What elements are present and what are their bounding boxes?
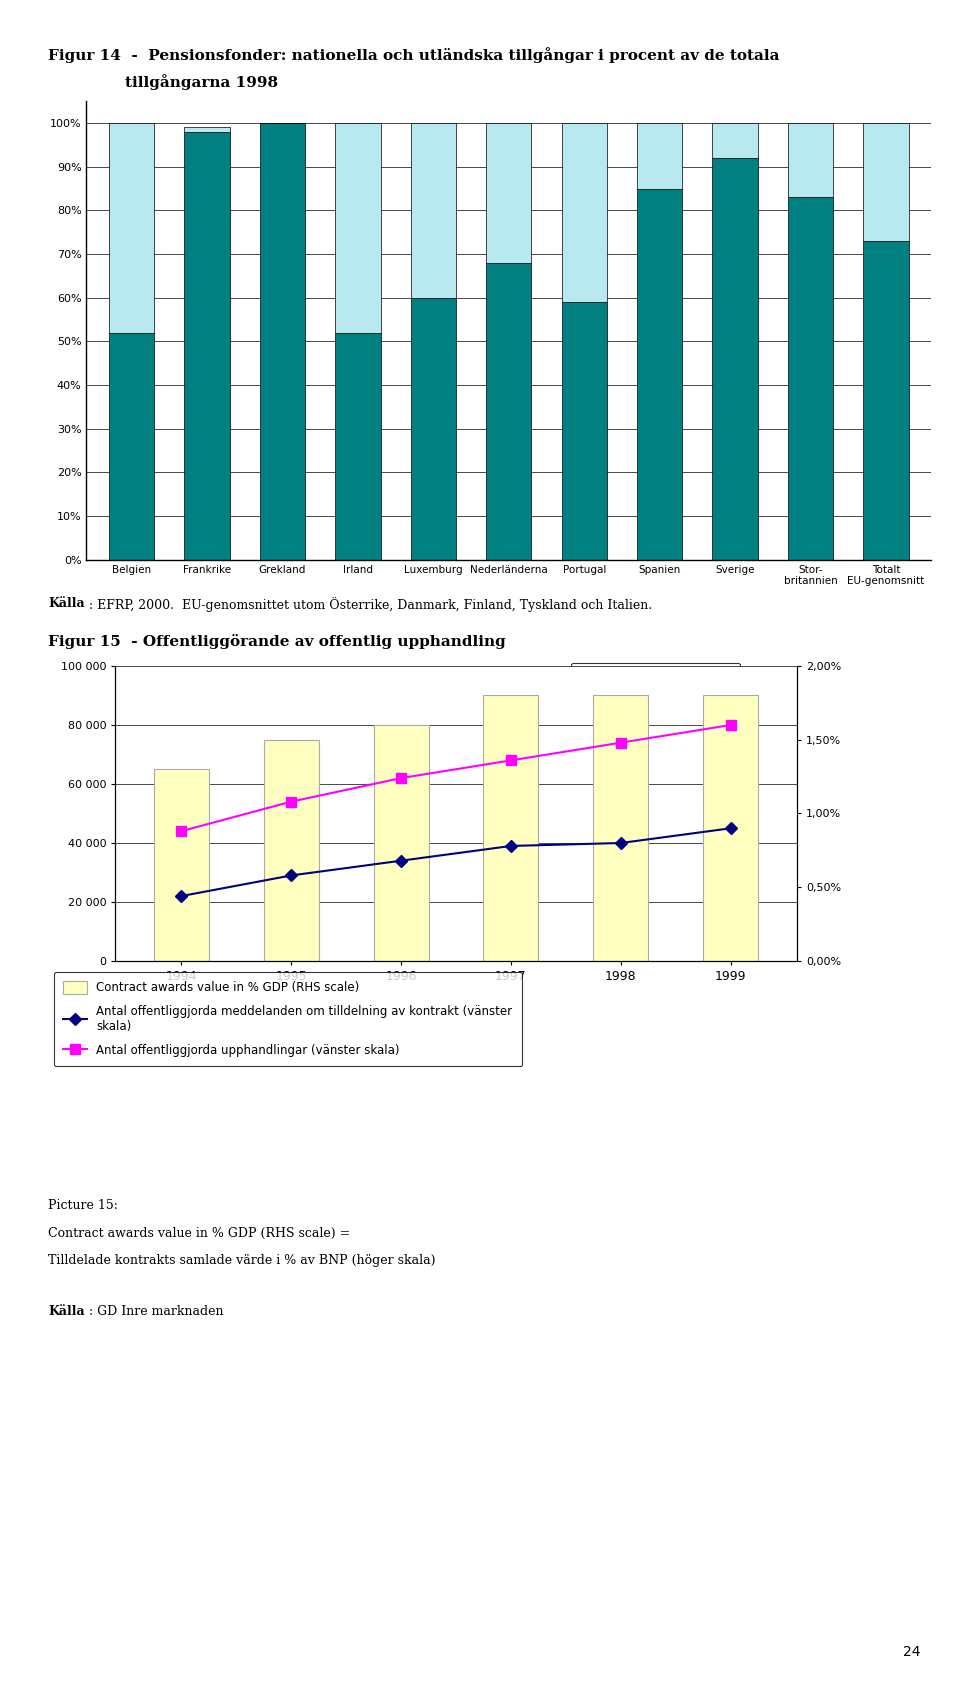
- Text: Källa: Källa: [48, 1305, 84, 1318]
- Bar: [637, 123, 683, 189]
- Bar: [264, 740, 319, 961]
- Bar: [411, 123, 456, 298]
- Text: Källa: Källa: [48, 597, 84, 610]
- Bar: [788, 197, 833, 560]
- Text: Figur 15  - Offentliggörande av offentlig upphandling: Figur 15 - Offentliggörande av offentlig…: [48, 634, 506, 649]
- Legend: nationella, utländska: nationella, utländska: [571, 663, 740, 683]
- Bar: [335, 123, 380, 332]
- Bar: [712, 123, 757, 158]
- Text: Picture 15:: Picture 15:: [48, 1199, 118, 1212]
- Bar: [109, 123, 155, 332]
- Bar: [411, 298, 456, 560]
- Text: Tilldelade kontrakts samlade värde i % av BNP (höger skala): Tilldelade kontrakts samlade värde i % a…: [48, 1254, 436, 1268]
- Bar: [486, 263, 532, 560]
- Bar: [486, 123, 532, 263]
- Bar: [373, 725, 428, 961]
- Text: : GD Inre marknaden: : GD Inre marknaden: [89, 1305, 224, 1318]
- Bar: [704, 695, 758, 961]
- Bar: [184, 132, 229, 560]
- Bar: [712, 158, 757, 560]
- Bar: [335, 332, 380, 560]
- Bar: [109, 332, 155, 560]
- Text: 24: 24: [903, 1646, 921, 1659]
- Text: Figur 14  -  Pensionsfonder: nationella och utländska tillgångar i procent av de: Figur 14 - Pensionsfonder: nationella oc…: [48, 47, 780, 62]
- Bar: [863, 123, 908, 241]
- Bar: [562, 302, 607, 560]
- Legend: Contract awards value in % GDP (RHS scale), Antal offentliggjorda meddelanden om: Contract awards value in % GDP (RHS scal…: [54, 973, 522, 1066]
- Text: tillgångarna 1998: tillgångarna 1998: [125, 74, 278, 89]
- Text: : EFRP, 2000.  EU-genomsnittet utom Österrike, Danmark, Finland, Tyskland och It: : EFRP, 2000. EU-genomsnittet utom Öster…: [89, 597, 653, 612]
- Bar: [562, 123, 607, 302]
- Bar: [788, 123, 833, 197]
- Bar: [863, 241, 908, 560]
- Text: Contract awards value in % GDP (RHS scale) =: Contract awards value in % GDP (RHS scal…: [48, 1227, 350, 1241]
- Bar: [154, 769, 208, 961]
- Bar: [184, 128, 229, 132]
- Bar: [260, 123, 305, 560]
- Bar: [593, 695, 648, 961]
- Bar: [484, 695, 539, 961]
- Bar: [637, 189, 683, 560]
